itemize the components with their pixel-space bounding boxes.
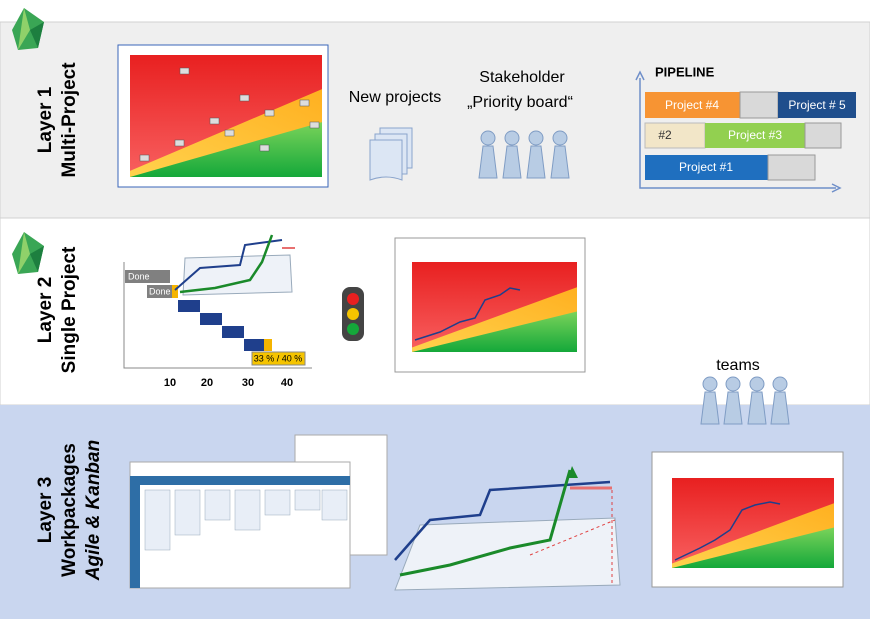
documents-icon (369, 127, 413, 181)
layer-title: Workpackages (59, 443, 80, 577)
layer-number: Layer 3 (35, 477, 56, 544)
axis-label: 40 (281, 377, 293, 389)
layer-number: Layer 2 (35, 277, 56, 344)
axis-label: 10 (164, 377, 176, 389)
label: „Priority board“ (467, 94, 573, 111)
layer-subtitle: Agile & Kanban (83, 440, 104, 581)
layer-number: Layer 1 (35, 86, 56, 153)
project-chart (394, 237, 586, 373)
layer-title: Single Project (59, 246, 80, 373)
axis-label: 30 (242, 377, 254, 389)
burnup (394, 466, 621, 591)
team-chart (651, 451, 844, 588)
label: Stakeholder (479, 69, 565, 86)
label: New projects (349, 89, 441, 106)
project-label: Project #4 (665, 98, 719, 112)
logo (12, 8, 44, 50)
pipeline-title: PIPELINE (655, 64, 715, 79)
kanban-screenshot (129, 434, 388, 589)
label: teams (716, 357, 760, 374)
gantt: Done Done 33 % / 40 % 10 20 30 40 (123, 234, 312, 389)
progress-label: 33 % / 40 % (254, 353, 303, 363)
axis-label: 20 (201, 377, 213, 389)
pipeline: PIPELINE Project #4 Project # 5 #2 Proje… (635, 64, 856, 193)
logo (12, 232, 44, 274)
project-label: Project #3 (728, 128, 782, 142)
project-label: Project # 5 (788, 98, 846, 112)
done-label: Done (149, 286, 171, 296)
project-label: #2 (658, 128, 672, 142)
portfolio-chart (117, 44, 329, 188)
project-label: Project #1 (679, 160, 733, 174)
layer-title: Multi-Project (59, 62, 80, 178)
done-label: Done (128, 271, 150, 281)
traffic-light (342, 287, 364, 341)
